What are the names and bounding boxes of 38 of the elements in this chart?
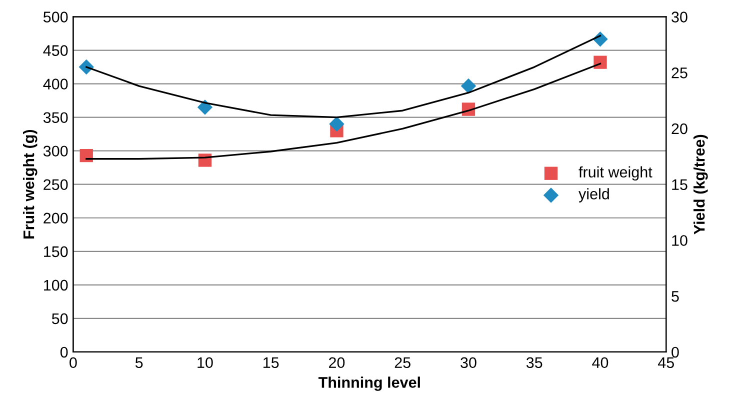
y2-tick-label: 10	[672, 235, 688, 246]
y2-tick-label: 15	[672, 179, 688, 190]
y2-tick-label: 30	[672, 12, 688, 22]
y-tick-label: 400	[43, 78, 68, 90]
y-tick-label: 500	[43, 12, 68, 22]
y-tick-label: 300	[43, 146, 68, 157]
y2-tick-label: 20	[672, 123, 688, 134]
x-tick-label: 35	[526, 357, 542, 368]
y-tick-label: 250	[44, 179, 68, 190]
y-tick-label: 50	[52, 313, 68, 324]
y-tick-label: 200	[44, 212, 68, 224]
y2-tick-label: 25	[672, 67, 688, 78]
x-tick-label: 0	[70, 357, 77, 368]
y-axis-title: Fruit weight (g)	[22, 130, 38, 238]
x-tick-label: 5	[135, 357, 143, 368]
y-tick-label: 0	[60, 346, 68, 358]
point	[78, 59, 94, 75]
x-axis-title: Thinning level	[318, 376, 420, 391]
y2-tick-label: 5	[672, 291, 679, 302]
y-tick-label: 350	[43, 112, 68, 124]
x-tick-label: 25	[394, 357, 410, 368]
y-tick-label: 150	[44, 246, 68, 258]
x-tick-label: 20	[328, 357, 345, 368]
y-tick-label: 100	[44, 280, 68, 291]
x-tick-label: 40	[592, 357, 608, 368]
point	[329, 116, 344, 132]
y2-tick-label: 0	[672, 346, 679, 358]
x-tick-label: 10	[198, 357, 213, 368]
x-tick-label: 30	[460, 357, 476, 368]
legend-label: fruit weight	[578, 166, 652, 181]
point	[460, 78, 476, 94]
y2-axis-title: Yield (kg/tree)	[694, 134, 708, 234]
point	[594, 56, 607, 69]
x-tick-label: 45	[658, 357, 674, 368]
point	[80, 148, 93, 162]
x-tick-label: 15	[264, 357, 279, 368]
y-tick-label: 450	[43, 45, 68, 56]
legend-label: yield	[578, 188, 609, 202]
